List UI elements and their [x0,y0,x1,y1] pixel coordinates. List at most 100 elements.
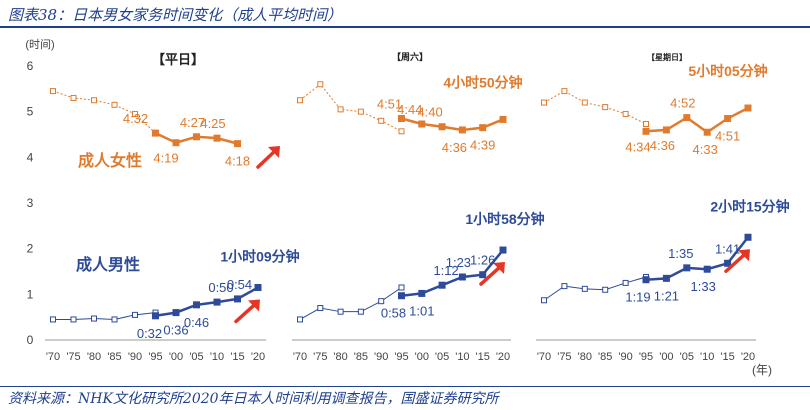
female-point [479,124,487,132]
male-point-old [561,283,568,290]
y-tick-label: 4 [27,150,34,164]
female-point-old [111,101,118,108]
x-tick-label: '05 [680,351,694,363]
x-tick-label: '20 [741,351,755,363]
male-data-label: 1:33 [691,279,716,294]
x-tick-label: '80 [333,351,347,363]
male-point [418,289,426,297]
female-point [172,139,180,147]
female-callout-label: 4小时50分钟 [443,74,522,90]
increase-arrow-head [493,262,505,275]
female-point [213,134,221,142]
female-point-old [132,110,138,117]
female-data-label: 4:27 [180,115,205,130]
female-point-old [602,104,609,111]
male-series-line-old [543,276,647,301]
x-tick-label: '90 [128,351,142,363]
male-callout-label: 2小时15分钟 [710,198,789,214]
x-tick-label: '70 [293,351,307,363]
female-series-line [401,117,504,132]
male-data-label: 1:23 [446,255,471,270]
male-point-old [602,286,609,293]
increase-arrow-head [248,299,260,312]
male-data-label: 0:54 [227,277,252,292]
female-point-old [561,88,568,95]
male-series-name: 成人男性 [76,255,140,274]
male-callout-label: 1小时09分钟 [220,248,299,264]
female-point [499,115,507,123]
x-tick-label: '15 [230,351,244,363]
male-point [213,298,221,306]
male-data-label: 0:50 [208,280,233,295]
female-data-label: 4:39 [470,138,495,153]
female-point [683,114,691,122]
female-point [642,127,650,135]
female-data-label: 4:33 [693,142,718,157]
male-point-old [50,316,56,323]
male-data-label: 1:26 [470,253,495,268]
housework-time-chart: (时间) 0 1 2 3 4 5 6 (年) '70 '75 '80 '85 '90 '95 '00 '05 '1… [25,38,789,377]
female-point [458,126,466,134]
male-point-old [337,308,344,315]
male-point [172,309,180,317]
y-tick-label: 6 [27,59,34,73]
male-data-label: 1:12 [433,263,458,278]
male-point-old [541,297,547,304]
male-point-old [398,284,405,291]
male-series-line-old [53,312,156,320]
x-tick-label: '75 [313,351,327,363]
male-callout-label: 1小时58分钟 [465,211,544,227]
male-point [234,295,241,303]
y-tick-label: 3 [27,196,34,210]
female-data-label: 4:36 [442,140,467,155]
x-tick-label: '00 [659,351,673,363]
male-point [499,246,507,254]
female-data-label: 4:51 [715,129,740,144]
x-tick-label: '20 [251,351,265,363]
panel-title: 【星期日】 [647,52,687,62]
x-tick-label: '75 [557,351,571,363]
x-axis-unit: (年) [752,363,772,377]
male-point [458,273,466,281]
female-point [152,129,159,137]
female-point-old [337,106,344,113]
male-data-label: 1:35 [668,246,693,261]
male-data-label: 0:46 [184,315,209,330]
female-data-label: 4:32 [123,111,148,126]
x-tick-label: '70 [46,351,60,363]
y-axis-label: (时间) [25,38,54,51]
female-point-old [541,99,547,106]
female-point-old [70,94,77,101]
female-data-label: 4:25 [200,116,225,131]
male-point [683,264,691,272]
female-point-old [297,97,303,104]
title-divider [0,26,810,28]
male-point [254,283,262,291]
x-tick-label: '00 [415,351,429,363]
x-tick-label: '20 [496,351,510,363]
y-tick-label: 5 [27,105,34,119]
x-tick-label: '95 [394,351,408,363]
female-point [744,104,752,112]
female-point [418,120,426,128]
x-tick-label: '85 [107,351,121,363]
panel-title: 【周六】 [392,51,428,62]
male-point-old [297,316,303,323]
male-point [193,301,200,309]
female-data-label: 4:18 [225,154,250,169]
male-point-old [622,279,629,286]
male-point-old [317,305,324,312]
female-point [438,123,446,131]
x-tick-label: '05 [435,351,449,363]
female-point-old [643,120,649,127]
x-tick-label: '85 [598,351,612,363]
female-data-label: 4:34 [625,139,650,154]
male-data-label: 1:21 [654,288,679,303]
male-point-old [581,285,588,292]
increase-arrow [724,251,748,273]
male-point-old [378,298,385,305]
x-tick-label: '00 [169,351,183,363]
female-point [662,126,670,134]
x-tick-label: '75 [66,351,80,363]
male-data-label: 1:41 [715,241,740,256]
